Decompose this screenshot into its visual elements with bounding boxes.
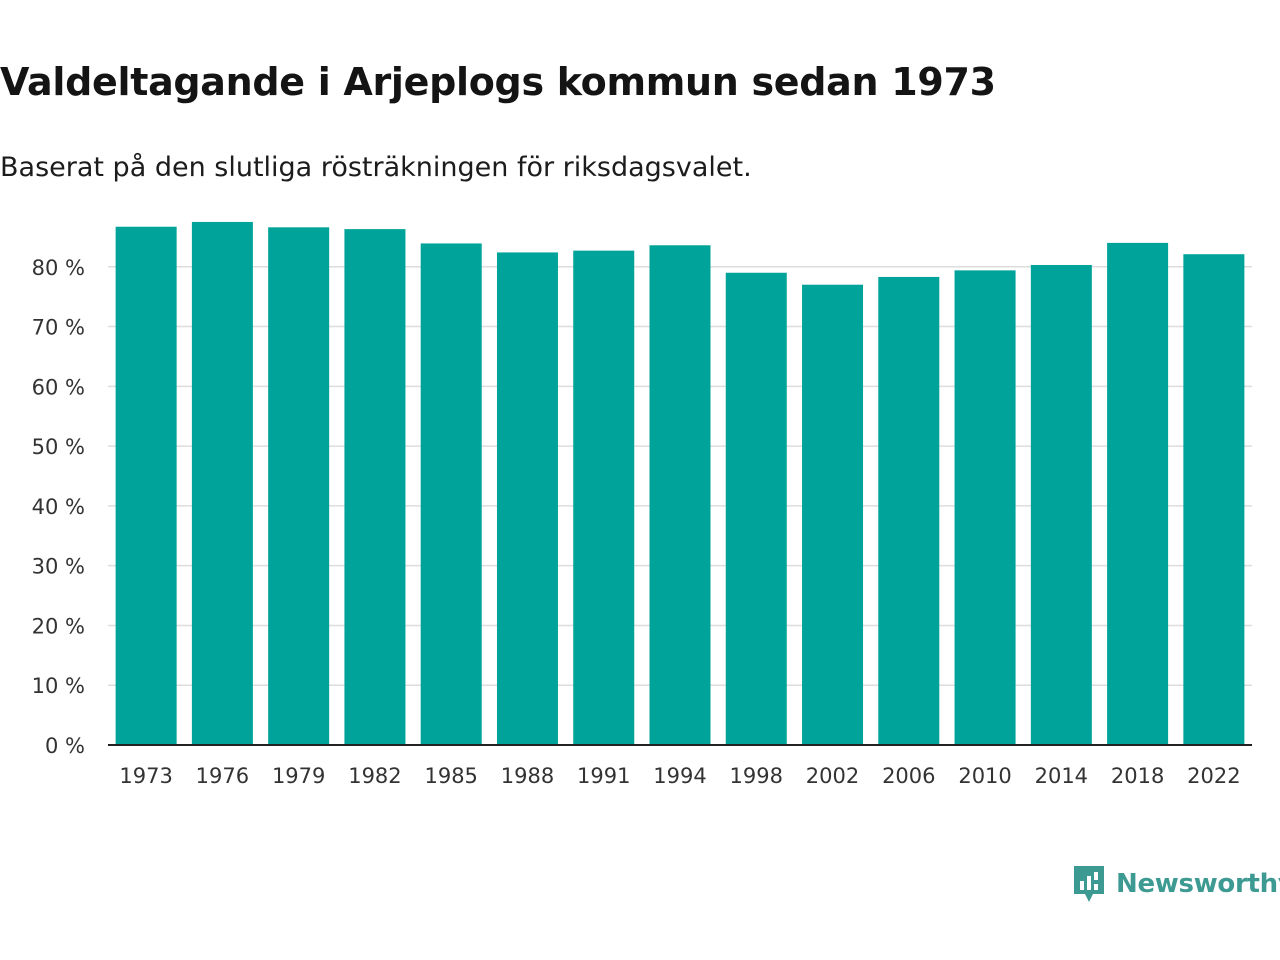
y-axis-ticks: 0 % 10 % 20 % 30 % 40 % 50 % 60 % 70 % 80 % (32, 256, 85, 758)
bar-1994[interactable] (649, 245, 711, 745)
bar-2010[interactable] (954, 270, 1016, 745)
bar-1998[interactable] (725, 272, 787, 745)
brand-name: Newsworthy (1116, 869, 1280, 899)
x-tick-label: 1988 (501, 764, 554, 788)
x-tick-label: 1991 (577, 764, 630, 788)
bar-1985[interactable] (420, 243, 482, 745)
chart-title: Valdeltagande i Arjeplogs kommun sedan 1… (0, 60, 996, 104)
y-tick-label: 20 % (32, 614, 85, 638)
x-tick-label: 1998 (730, 764, 783, 788)
x-tick-label: 2006 (882, 764, 935, 788)
bar-2022[interactable] (1183, 254, 1245, 745)
x-tick-label: 2018 (1111, 764, 1164, 788)
y-tick-label: 40 % (32, 495, 85, 519)
x-tick-label: 2002 (806, 764, 859, 788)
y-tick-label: 60 % (32, 375, 85, 399)
bars (115, 221, 1245, 746)
bar-1979[interactable] (268, 227, 330, 745)
y-tick-label: 80 % (32, 256, 85, 280)
x-tick-label: 1976 (196, 764, 249, 788)
bar-1976[interactable] (191, 221, 253, 745)
y-tick-label: 70 % (32, 316, 85, 340)
x-tick-label: 2010 (958, 764, 1011, 788)
x-tick-label: 1994 (653, 764, 706, 788)
y-tick-label: 30 % (32, 555, 85, 579)
bar-1973[interactable] (115, 226, 177, 746)
newsworthy-logo-icon (1074, 866, 1104, 902)
y-tick-label: 10 % (32, 674, 85, 698)
bar-2014[interactable] (1030, 264, 1092, 745)
bar-2002[interactable] (802, 284, 864, 745)
bar-1991[interactable] (573, 250, 635, 745)
x-axis-ticks: 1973 1976 1979 1982 1985 1988 1991 1994 1998 2002… (119, 764, 1240, 788)
chart-subtitle: Baserat på den slutliga rösträkningen fö… (0, 152, 752, 183)
y-tick-label: 50 % (32, 435, 85, 459)
x-tick-label: 1982 (348, 764, 401, 788)
y-tick-label: 0 % (45, 734, 85, 758)
bar-2018[interactable] (1107, 242, 1169, 745)
bar-1988[interactable] (496, 252, 558, 745)
bar-1982[interactable] (344, 229, 406, 745)
x-tick-label: 1973 (119, 764, 172, 788)
bar-2006[interactable] (878, 276, 940, 745)
x-tick-label: 2022 (1187, 764, 1240, 788)
brand-logo: Newsworthy (1072, 864, 1280, 904)
x-tick-label: 1985 (424, 764, 477, 788)
x-tick-label: 1979 (272, 764, 325, 788)
x-tick-label: 2014 (1035, 764, 1088, 788)
